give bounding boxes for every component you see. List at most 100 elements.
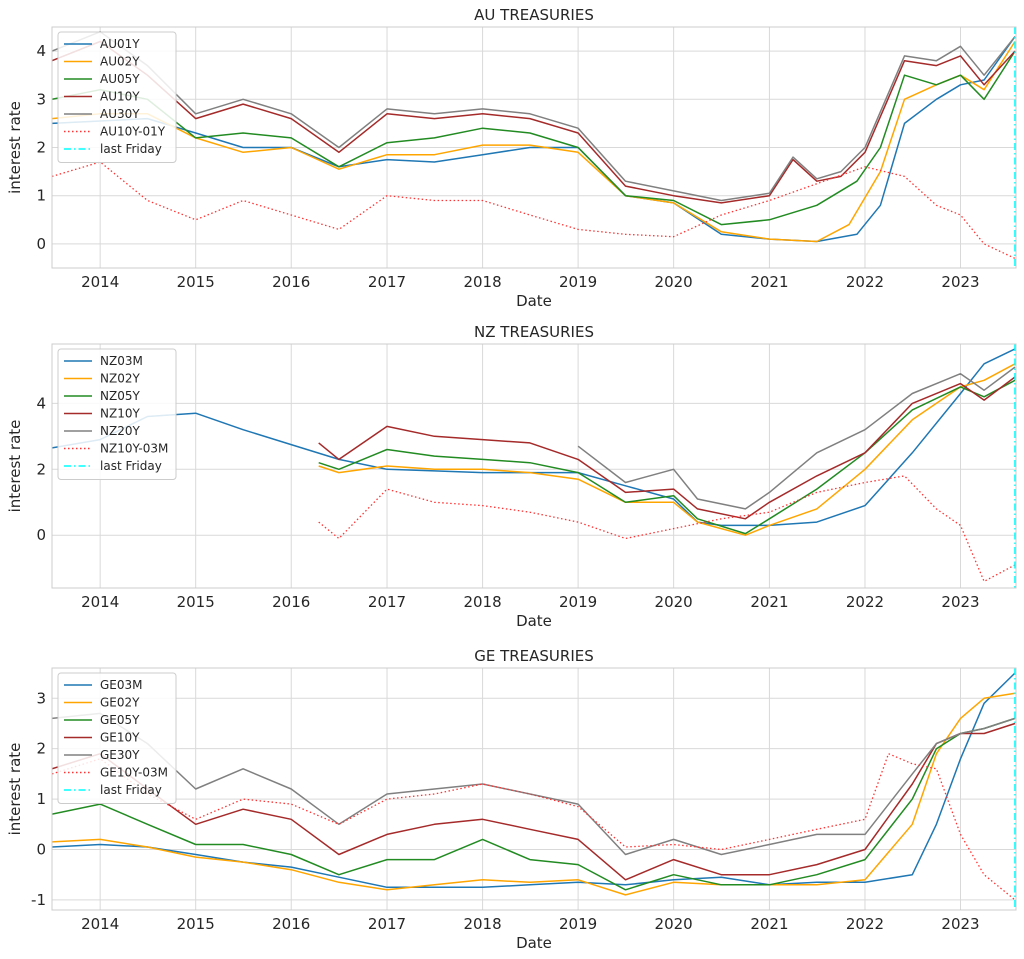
ge-xtick-2019: 2019 (559, 915, 597, 933)
legend-label-last-friday: last Friday (100, 142, 162, 156)
series-line-nz03m (52, 348, 1016, 527)
series-line-au30y (52, 31, 1016, 202)
ge-xtick-2017: 2017 (368, 915, 406, 933)
series-line-au10y-01y (52, 161, 1016, 259)
legend-label-ge10y-03m: GE10Y-03M (100, 766, 168, 780)
ge-xtick-2021: 2021 (750, 915, 788, 933)
ge-xtick-2015: 2015 (177, 915, 215, 933)
series-line-ge02y (52, 692, 1016, 896)
nz-plot-frame (51, 343, 1017, 589)
legend-label-ge30y: GE30Y (100, 748, 140, 762)
nz-xtick-2021: 2021 (750, 593, 788, 611)
au-xtick-2014: 2014 (81, 273, 119, 291)
nz-xtick-2020: 2020 (655, 593, 693, 611)
nz-legend-box (57, 348, 177, 480)
ge-xtick-2014: 2014 (81, 915, 119, 933)
ge-xtick-2016: 2016 (272, 915, 310, 933)
ge-xlabel: Date (516, 934, 552, 952)
legend-label-au10y: AU10Y (100, 90, 140, 104)
legend-label-nz20y: NZ20Y (100, 424, 140, 438)
au-xtick-2020: 2020 (655, 273, 693, 291)
au-xtick-2022: 2022 (846, 273, 884, 291)
nz-ytick-0: 0 (36, 526, 46, 544)
au-ytick-2: 2 (36, 139, 46, 157)
legend-label-au02y: AU02Y (100, 55, 140, 69)
legend-label-au05y: AU05Y (100, 72, 140, 86)
ge-xtick-2022: 2022 (846, 915, 884, 933)
au-legend-box (57, 31, 177, 163)
nz-xtick-2018: 2018 (463, 593, 501, 611)
series-line-ge10y-03m (52, 753, 1016, 901)
au-xtick-2017: 2017 (368, 273, 406, 291)
series-line-ge05y (52, 717, 1016, 891)
nz-treasuries-panel: 2014 2015 2016 2017 2018 2019 2020 2021 2022 2023… (6, 323, 1017, 630)
ge-xtick-2023: 2023 (941, 915, 979, 933)
au-series-group (52, 31, 1016, 259)
au-ytick-0: 0 (36, 235, 46, 253)
au-legend: AU01Y AU02Y AU05Y AU10Y AU30Y AU10Y-01Y last F… (57, 31, 177, 163)
series-line-nz10y (318, 376, 1016, 520)
series-line-au10y (52, 40, 1016, 204)
ge-xtick-2018: 2018 (463, 915, 501, 933)
nz-title: NZ TREASURIES (474, 323, 594, 341)
au-ytick-3: 3 (36, 90, 46, 108)
ge-ytick-1: 1 (36, 790, 46, 808)
ge-legend-box (57, 672, 177, 804)
au-xlabel: Date (516, 292, 552, 310)
legend-label-nz10y-03m: NZ10Y-03M (100, 442, 168, 456)
au-treasuries-panel: 2014 2015 2016 2017 2018 2019 2020 2021 2022 2023… (6, 6, 1017, 310)
nz-xtick-2023: 2023 (941, 593, 979, 611)
ge-legend: GE03M GE02Y GE05Y GE10Y GE30Y GE10Y-03M last F… (57, 672, 177, 804)
legend-label-nz05y: NZ05Y (100, 389, 140, 403)
ge-ytick-2: 2 (36, 740, 46, 758)
ge-treasuries-panel: 2014 2015 2016 2017 2018 2019 2020 2021 2022 2023… (6, 647, 1017, 952)
legend-label-nz10y: NZ10Y (100, 407, 140, 421)
ge-title: GE TREASURIES (474, 647, 594, 665)
legend-label-nz03m: NZ03M (100, 354, 143, 368)
series-line-ge03m (52, 672, 1016, 889)
series-line-ge10y (52, 722, 1016, 881)
au-xtick-2016: 2016 (272, 273, 310, 291)
ge-ytick-0: 0 (36, 841, 46, 859)
nz-ytick-4: 4 (36, 394, 46, 412)
nz-xtick-2015: 2015 (177, 593, 215, 611)
au-xtick-2018: 2018 (463, 273, 501, 291)
au-ylabel: interest rate (6, 101, 24, 194)
series-line-nz05y (318, 379, 1016, 535)
ge-ytick-1: -1 (31, 891, 46, 909)
au-ytick-4: 4 (36, 42, 46, 60)
ge-xtick-2020: 2020 (655, 915, 693, 933)
nz-xtick-2019: 2019 (559, 593, 597, 611)
au-xtick-2021: 2021 (750, 273, 788, 291)
nz-legend: NZ03M NZ02Y NZ05Y NZ10Y NZ20Y NZ10Y-03M last F… (57, 348, 177, 480)
nz-xtick-2014: 2014 (81, 593, 119, 611)
nz-xtick-2022: 2022 (846, 593, 884, 611)
au-xtick-2023: 2023 (941, 273, 979, 291)
legend-label-nz02y: NZ02Y (100, 372, 140, 386)
nz-xtick-2016: 2016 (272, 593, 310, 611)
legend-label-last-friday: last Friday (100, 783, 162, 797)
legend-label-ge10y: GE10Y (100, 731, 140, 745)
series-line-nz10y-03m (318, 475, 1016, 583)
ge-plot-frame (51, 667, 1017, 911)
nz-ylabel: interest rate (6, 420, 24, 513)
au-ytick-1: 1 (36, 187, 46, 205)
legend-label-au01y: AU01Y (100, 37, 140, 51)
series-line-nz02y (318, 363, 1016, 536)
series-line-ge30y (52, 712, 1016, 856)
ge-ytick-3: 3 (36, 689, 46, 707)
legend-label-au10y-01y: AU10Y-01Y (100, 125, 166, 139)
legend-label-au30y: AU30Y (100, 107, 140, 121)
series-line-au02y (52, 41, 1016, 243)
nz-series-group (52, 348, 1016, 583)
au-plot-frame (51, 26, 1017, 269)
ge-series-group (52, 672, 1016, 901)
legend-label-ge03m: GE03M (100, 678, 143, 692)
series-line-au05y (52, 50, 1016, 226)
legend-label-last-friday: last Friday (100, 459, 162, 473)
nz-ytick-2: 2 (36, 460, 46, 478)
nz-xlabel: Date (516, 612, 552, 630)
legend-label-ge05y: GE05Y (100, 713, 140, 727)
au-title: AU TREASURIES (474, 6, 594, 24)
